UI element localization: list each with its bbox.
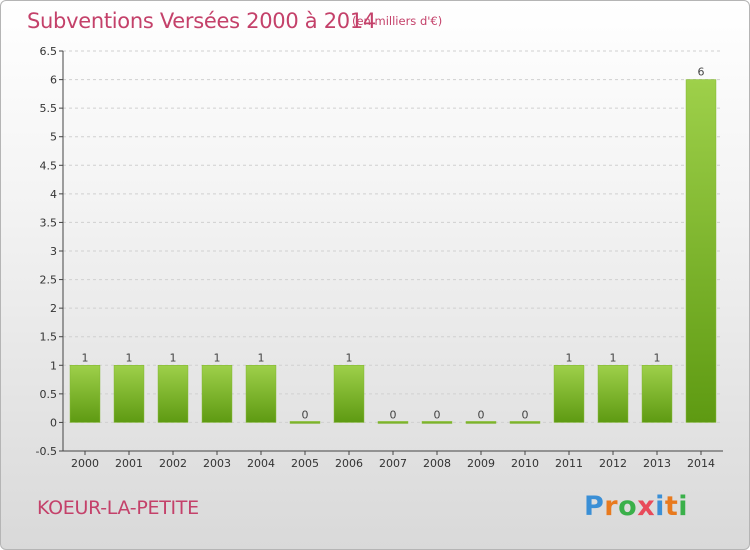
x-tick-label: 2003 — [203, 457, 231, 470]
logo-letter: o — [618, 491, 638, 522]
data-label: 1 — [170, 351, 177, 364]
y-tick-label: -0.5 — [36, 445, 57, 458]
x-tick-label: 2012 — [599, 457, 627, 470]
x-tick-label: 2007 — [379, 457, 407, 470]
y-tick-label: 0.5 — [40, 388, 58, 401]
logo-letter: i — [655, 491, 665, 522]
bar — [377, 421, 409, 424]
data-label: 0 — [302, 408, 309, 421]
bar — [289, 421, 321, 424]
data-label: 1 — [654, 351, 661, 364]
x-tick-label: 2014 — [687, 457, 715, 470]
bar — [465, 421, 497, 424]
bar — [113, 365, 145, 423]
y-tick-label: 2.5 — [40, 274, 58, 287]
bar — [421, 421, 453, 424]
labels: -0.5 0 0.5 1 1.5 2 2.5 3 3.5 4 4.5 5 5.5 6 6.5 1 2000 1 20… — [36, 45, 715, 470]
y-tick-label: 4.5 — [40, 159, 58, 172]
y-tick-label: 2 — [50, 302, 57, 315]
data-label: 1 — [346, 351, 353, 364]
logo-letter: t — [664, 491, 679, 522]
bar — [509, 421, 541, 424]
data-label: 1 — [214, 351, 221, 364]
bar — [685, 79, 717, 423]
x-tick-label: 2009 — [467, 457, 495, 470]
bar — [641, 365, 673, 423]
x-tick-label: 2008 — [423, 457, 451, 470]
y-tick-label: 6.5 — [40, 45, 58, 58]
data-label: 1 — [82, 351, 89, 364]
x-tick-label: 2002 — [159, 457, 187, 470]
y-tick-label: 3.5 — [40, 216, 58, 229]
data-label: 0 — [522, 408, 529, 421]
bar — [245, 365, 277, 423]
logo-letter: i — [678, 491, 689, 522]
x-tick-label: 2004 — [247, 457, 275, 470]
bar — [597, 365, 629, 423]
bar — [201, 365, 233, 423]
data-label: 0 — [390, 408, 397, 421]
y-tick-label: 5 — [50, 131, 57, 144]
commune-name: KOEUR-LA-PETITE — [37, 497, 199, 519]
bar — [553, 365, 585, 423]
x-tick-label: 2001 — [115, 457, 143, 470]
logo-letter: x — [637, 491, 656, 522]
y-tick-label: 1 — [50, 359, 57, 372]
data-label: 0 — [434, 408, 441, 421]
y-tick-label: 3 — [50, 245, 57, 258]
data-label: 1 — [566, 351, 573, 364]
bar — [69, 365, 101, 423]
logo-letter: r — [604, 491, 619, 522]
x-tick-label: 2005 — [291, 457, 319, 470]
x-tick-label: 2010 — [511, 457, 539, 470]
y-tick-label: 4 — [50, 188, 57, 201]
y-tick-label: 0 — [50, 416, 57, 429]
bar — [157, 365, 189, 423]
y-tick-label: 6 — [50, 74, 57, 87]
proxiti-logo[interactable]: Proxiti — [584, 491, 688, 522]
data-label: 1 — [610, 351, 617, 364]
data-label: 6 — [698, 66, 705, 79]
chart-subtitle: (en milliers d'€) — [352, 14, 443, 28]
chart-title: Subventions Versées 2000 à 2014 — [27, 9, 376, 33]
x-tick-label: 2000 — [71, 457, 99, 470]
data-label: 0 — [478, 408, 485, 421]
bars — [69, 79, 717, 424]
axes — [59, 50, 723, 455]
data-label: 1 — [126, 351, 133, 364]
x-tick-label: 2013 — [643, 457, 671, 470]
data-label: 1 — [258, 351, 265, 364]
x-tick-label: 2011 — [555, 457, 583, 470]
x-tick-label: 2006 — [335, 457, 363, 470]
logo-letter: P — [584, 491, 605, 522]
y-tick-label: 1.5 — [40, 331, 58, 344]
y-tick-label: 5.5 — [40, 102, 58, 115]
bar — [333, 365, 365, 423]
